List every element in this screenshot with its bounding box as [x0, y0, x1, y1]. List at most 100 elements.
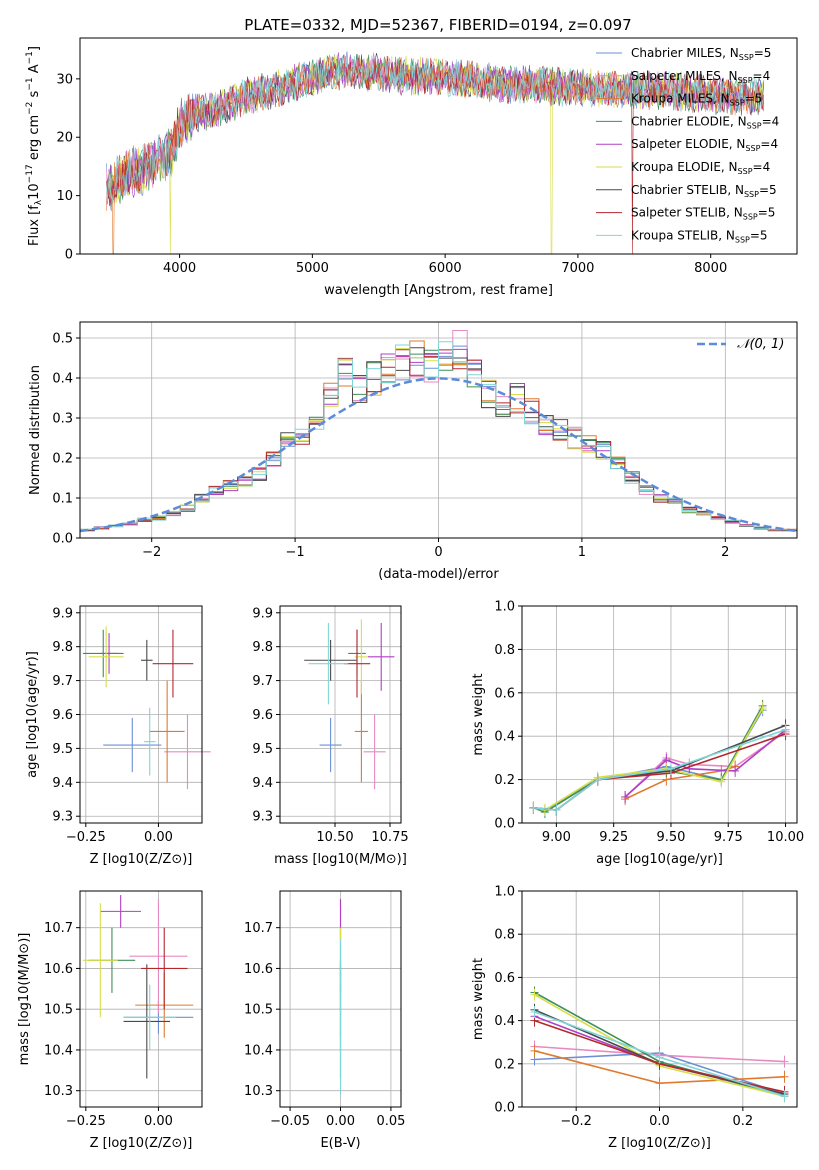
y-axis-label: Normed distribution — [28, 365, 43, 495]
legend-entry: Salpeter STELIB, NSSP=5 — [631, 206, 775, 222]
y-tick-label: 9.7 — [252, 674, 273, 689]
y-tick-label: 9.4 — [252, 776, 273, 791]
x-tick-label: 0 — [434, 545, 442, 560]
chart-mass-vs-Z: −0.25 0.00 10.3 10.4 10.5 10.6 10.7 Z [log10(Z/… — [17, 890, 203, 1151]
legend-entry: Kroupa ELODIE, NSSP=4 — [631, 160, 770, 176]
y-tick-label: 10.4 — [244, 1043, 273, 1058]
x-tick-label: −0.05 — [270, 1114, 310, 1129]
y-tick-label: 9.9 — [252, 606, 273, 621]
x-tick-label: 0.00 — [326, 1114, 355, 1129]
x-tick-label: 0.00 — [144, 1114, 173, 1129]
x-tick-label: 0.05 — [376, 1114, 405, 1129]
y-tick-label: 10.3 — [244, 1084, 273, 1099]
y-tick-label: 9.4 — [52, 776, 73, 791]
y-tick-label: 0.0 — [52, 532, 73, 547]
x-tick-label: 10.00 — [767, 830, 804, 845]
plot-area — [82, 626, 211, 790]
x-tick-label: 1 — [578, 545, 586, 560]
x-axis-label: (data-model)/error — [378, 567, 499, 582]
y-tick-label: 0.4 — [494, 730, 515, 745]
x-axis-label: Z [log10(Z/Z⊙)] — [608, 1136, 711, 1151]
x-tick-label: 6000 — [429, 261, 462, 276]
y-tick-label: 9.3 — [252, 810, 273, 825]
y-tick-label: 0.8 — [494, 928, 515, 943]
y-tick-label: 9.3 — [52, 810, 73, 825]
x-tick-label: −2 — [142, 545, 161, 560]
x-tick-label: 2 — [721, 545, 729, 560]
chart-residual-histogram: −2 −1 0 1 2 0.0 0.1 0.2 0.3 0.4 0.5 (data-model)/er… — [28, 321, 798, 582]
y-tick-label: 0.6 — [494, 971, 515, 986]
chart-weight-vs-age: 9.00 9.25 9.50 9.75 10.00 0.0 0.2 0.4 0.6 0.8 1.0 a… — [471, 600, 804, 868]
y-tick-label: 0.4 — [494, 1014, 515, 1029]
x-tick-label: 8000 — [694, 261, 727, 276]
x-tick-label: 0.0 — [649, 1114, 670, 1129]
y-tick-label: 0.5 — [52, 332, 73, 347]
y-axis-label: mass weight — [471, 958, 486, 1040]
legend-entry: Kroupa MILES, NSSP=5 — [631, 92, 762, 108]
x-tick-label: 9.50 — [656, 830, 685, 845]
x-axis-label: Z [log10(Z/Z⊙)] — [90, 852, 193, 867]
plot-area — [82, 895, 194, 1079]
y-tick-label: 10.6 — [244, 962, 273, 977]
chart-weight-vs-Z: −0.2 0.0 0.2 0.0 0.2 0.4 0.6 0.8 1.0 Z [log10(Z/Z… — [471, 885, 798, 1151]
axes-frame — [521, 605, 798, 824]
y-tick-label: 10.3 — [44, 1084, 73, 1099]
axes-frame — [79, 890, 203, 1108]
x-tick-label: 5000 — [296, 261, 329, 276]
x-tick-label: −0.25 — [66, 830, 106, 845]
y-tick-label: 0.3 — [52, 412, 73, 427]
y-tick-label: 0.0 — [494, 817, 515, 832]
spectrum-legend: Chabrier MILES, NSSP=5 Salpeter MILES, NS… — [596, 46, 779, 244]
x-tick-label: 4000 — [163, 261, 196, 276]
plot-area — [304, 619, 395, 790]
y-tick-label: 9.6 — [252, 708, 273, 723]
legend-entry: Chabrier STELIB, NSSP=5 — [631, 183, 777, 199]
legend-entry: Salpeter MILES, NSSP=4 — [631, 69, 770, 85]
chart-mass-vs-EBV: −0.05 0.00 0.05 10.3 10.4 10.5 10.6 10.7 E(B-V) — [244, 890, 405, 1151]
y-tick-label: 0.2 — [494, 773, 515, 788]
y-tick-label: 9.8 — [252, 640, 273, 655]
x-axis-label: E(B-V) — [320, 1136, 360, 1151]
y-tick-label: 9.5 — [52, 742, 73, 757]
x-tick-label: −0.25 — [66, 1114, 106, 1129]
y-tick-label: 0.6 — [494, 686, 515, 701]
y-tick-label: 10.4 — [44, 1043, 73, 1058]
y-tick-label: 30 — [56, 72, 73, 87]
legend-entry: Kroupa STELIB, NSSP=5 — [631, 228, 768, 244]
y-tick-label: 10 — [56, 189, 73, 204]
axes-frame — [79, 37, 798, 255]
y-axis-label: mass [log10(M/M⊙)] — [17, 933, 32, 1066]
x-axis-label: wavelength [Angstrom, rest frame] — [324, 283, 553, 298]
y-axis-label: age [log10(age/yr)] — [25, 651, 40, 778]
y-tick-label: 1.0 — [494, 885, 515, 900]
y-tick-label: 9.6 — [52, 708, 73, 723]
histogram-series-8 — [80, 341, 797, 538]
legend-entry: Salpeter ELODIE, NSSP=4 — [631, 137, 778, 153]
x-tick-label: 10.50 — [316, 830, 353, 845]
y-tick-label: 0 — [65, 248, 73, 263]
chart-spectrum: 4000 5000 6000 7000 8000 0 10 20 30 wavelength [A… — [25, 37, 798, 298]
figure-title: PLATE=0332, MJD=52367, FIBERID=0194, z=0… — [244, 16, 631, 34]
x-axis-label: Z [log10(Z/Z⊙)] — [90, 1136, 193, 1151]
y-tick-label: 0.2 — [494, 1057, 515, 1072]
y-tick-label: 10.7 — [44, 921, 73, 936]
y-tick-label: 10.7 — [244, 921, 273, 936]
y-tick-label: 1.0 — [494, 600, 515, 615]
plot-area — [530, 986, 789, 1103]
x-tick-label: 7000 — [561, 261, 594, 276]
x-tick-label: 9.00 — [542, 830, 571, 845]
y-tick-label: 10.5 — [44, 1003, 73, 1018]
y-tick-label: 0.2 — [52, 452, 73, 467]
y-tick-label: 9.5 — [252, 742, 273, 757]
spectrum-line-8 — [106, 54, 765, 204]
y-tick-label: 9.8 — [52, 640, 73, 655]
x-tick-label: 9.25 — [599, 830, 628, 845]
y-axis-label: mass weight — [471, 673, 486, 755]
legend-entry: Chabrier MILES, NSSP=5 — [631, 46, 771, 62]
y-tick-label: 20 — [56, 131, 73, 146]
y-tick-label: 9.7 — [52, 674, 73, 689]
chart-age-vs-Z: −0.25 0.00 9.3 9.4 9.5 9.6 9.7 9.8 9.9 Z [log10(Z… — [25, 605, 211, 867]
gaussian-curve — [80, 377, 797, 533]
